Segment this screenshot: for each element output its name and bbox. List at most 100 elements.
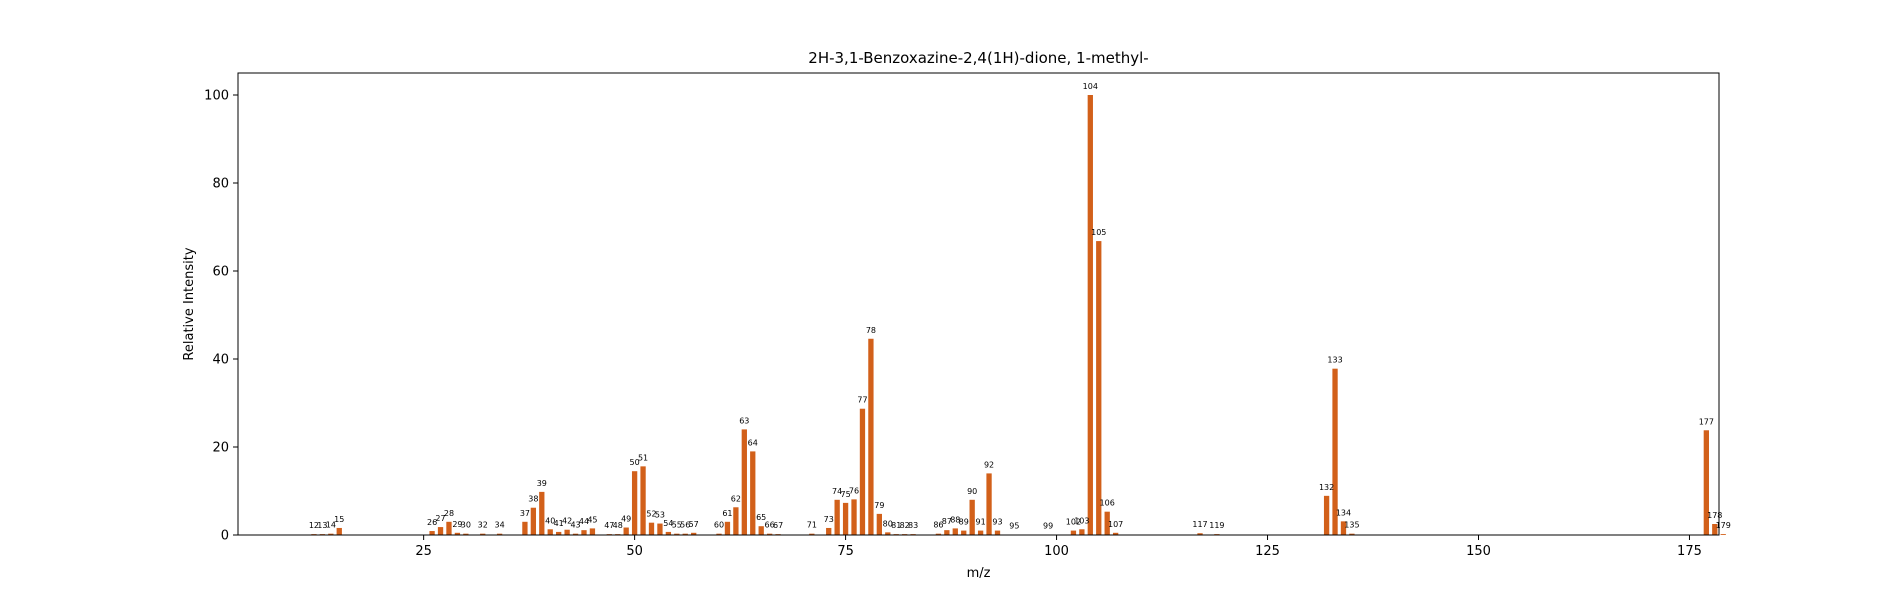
peak-label: 117 xyxy=(1192,520,1207,529)
peak-label: 45 xyxy=(587,515,597,524)
peak-label: 40 xyxy=(545,516,555,525)
peak-label: 27 xyxy=(435,514,445,523)
peak-label: 66 xyxy=(765,521,775,530)
peak-bar xyxy=(851,499,857,535)
peak-label: 132 xyxy=(1319,483,1334,492)
peak-bar xyxy=(454,532,461,535)
peak-bar xyxy=(589,528,596,535)
peak-label: 61 xyxy=(722,509,732,518)
peak-label: 91 xyxy=(976,518,986,527)
peak-label: 106 xyxy=(1100,499,1115,508)
peak-label: 107 xyxy=(1108,520,1123,529)
x-tick-label: 150 xyxy=(1466,544,1491,559)
peak-label: 104 xyxy=(1083,82,1098,91)
y-tick-label: 80 xyxy=(212,177,229,192)
peak-bar xyxy=(859,408,866,535)
peak-label: 99 xyxy=(1043,522,1053,531)
peak-bar xyxy=(691,532,697,535)
peak-bar xyxy=(581,530,587,535)
peak-bar xyxy=(572,533,579,535)
peak-label: 14 xyxy=(326,521,336,530)
peak-bar xyxy=(446,521,452,535)
chart-title: 2H-3,1-Benzoxazine-2,4(1H)-dione, 1-meth… xyxy=(808,49,1148,67)
x-tick-label: 175 xyxy=(1677,544,1702,559)
peak-label: 32 xyxy=(478,521,488,530)
peak-label: 55 xyxy=(672,521,682,530)
peak-label: 79 xyxy=(874,501,884,510)
peak-label: 177 xyxy=(1699,417,1714,426)
y-tick-label: 40 xyxy=(212,353,229,368)
peak-label: 73 xyxy=(824,515,834,524)
peak-bar xyxy=(1087,95,1093,535)
peak-bar xyxy=(826,527,832,535)
peak-bar xyxy=(623,527,629,535)
peak-bar xyxy=(758,526,764,535)
peak-label: 93 xyxy=(992,518,1002,527)
bars-layer xyxy=(311,95,1726,535)
peak-label: 29 xyxy=(452,520,462,529)
peak-bar xyxy=(766,533,773,535)
peak-bar xyxy=(631,471,638,535)
peak-label: 135 xyxy=(1344,521,1359,530)
peak-bar xyxy=(1703,430,1709,535)
peak-bar xyxy=(480,533,486,535)
peak-bar xyxy=(842,502,849,535)
x-tick-label: 100 xyxy=(1044,544,1069,559)
peak-bar xyxy=(429,531,435,535)
peak-label: 86 xyxy=(933,521,943,530)
y-tick-label: 100 xyxy=(204,89,229,104)
peak-bar xyxy=(1104,511,1110,535)
peak-label: 34 xyxy=(495,521,505,530)
peak-bar xyxy=(1323,495,1330,535)
peak-label: 134 xyxy=(1336,508,1351,517)
y-axis-ticks: 0 20 40 60 80 100 xyxy=(204,89,238,544)
peak-label: 90 xyxy=(967,487,977,496)
peak-bar xyxy=(665,531,672,535)
y-tick-label: 20 xyxy=(212,441,229,456)
peak-label: 133 xyxy=(1327,356,1342,365)
peak-label: 37 xyxy=(520,509,530,518)
peak-bar xyxy=(648,522,655,535)
peak-bar xyxy=(733,507,739,535)
peak-bar xyxy=(1349,533,1355,535)
peak-bar xyxy=(1079,529,1085,535)
peak-label: 83 xyxy=(908,521,918,530)
peak-bar xyxy=(935,533,942,535)
peak-bar xyxy=(522,521,528,535)
peak-label: 52 xyxy=(646,510,656,519)
x-tick-label: 25 xyxy=(415,544,432,559)
peak-bar xyxy=(496,533,503,535)
peak-label: 92 xyxy=(984,460,994,469)
x-axis-label: m/z xyxy=(967,566,991,581)
peak-label: 56 xyxy=(680,521,690,530)
peak-bar xyxy=(986,473,992,535)
peak-label: 54 xyxy=(663,519,673,528)
peak-label: 60 xyxy=(714,521,724,530)
peak-label: 71 xyxy=(807,521,817,530)
peak-label: 48 xyxy=(613,521,623,530)
peak-label: 178 xyxy=(1707,511,1722,520)
peak-label: 43 xyxy=(570,521,580,530)
plot-frame xyxy=(237,72,1720,536)
peak-label: 39 xyxy=(537,479,547,488)
peak-label: 44 xyxy=(579,517,589,526)
peak-label: 50 xyxy=(630,458,640,467)
peak-label: 30 xyxy=(461,521,471,530)
peak-label: 87 xyxy=(942,517,952,526)
peak-bar xyxy=(336,527,342,535)
peak-bar xyxy=(1332,368,1338,535)
peak-label: 81 xyxy=(891,521,901,530)
peak-bar xyxy=(1720,534,1726,535)
peak-bar xyxy=(885,532,891,535)
peak-label: 42 xyxy=(562,517,572,526)
peak-label: 53 xyxy=(655,511,665,520)
peak-bar xyxy=(640,466,646,535)
peak-bar xyxy=(674,533,680,535)
peak-bar xyxy=(977,530,984,535)
y-tick-label: 60 xyxy=(212,265,229,280)
peak-bar xyxy=(564,529,570,535)
peak-label: 74 xyxy=(832,487,842,496)
peak-label: 63 xyxy=(739,416,749,425)
